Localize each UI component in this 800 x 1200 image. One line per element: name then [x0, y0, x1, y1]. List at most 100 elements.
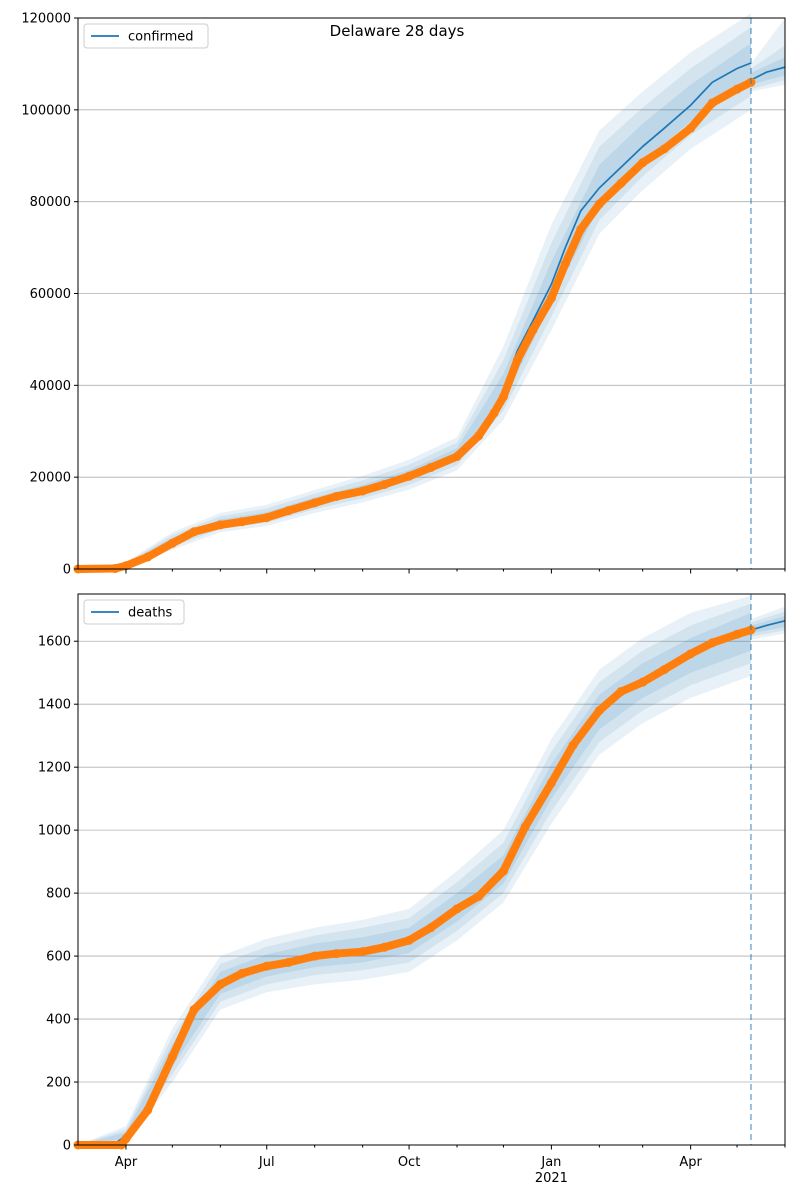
confirmed-panel: 0 20000 40000 60000 80000 100000 120000 confirm… — [21, 12, 786, 578]
observed-point — [560, 259, 570, 269]
observed-point — [568, 740, 578, 750]
observed-point — [474, 891, 484, 901]
uncertainty-band — [78, 27, 751, 569]
observed-point — [189, 527, 199, 537]
observed-point — [143, 552, 153, 562]
observed-point — [167, 538, 177, 548]
y-tick-label: 1400 — [38, 698, 71, 713]
observed-point — [426, 463, 436, 473]
observed-point — [707, 98, 717, 108]
observed-point — [616, 687, 626, 697]
observed-point — [358, 947, 368, 957]
y-tick-label: 400 — [46, 1013, 71, 1028]
observed-point — [520, 822, 530, 832]
observed-point — [167, 1052, 177, 1062]
observed-point — [686, 123, 696, 133]
observed-point — [452, 452, 462, 462]
x-tick-label: Jul — [258, 1155, 275, 1170]
uncertainty-band — [750, 606, 785, 640]
y-tick-label: 800 — [46, 887, 71, 902]
observed-point — [638, 677, 648, 687]
uncertainty-band — [750, 611, 785, 637]
observed-point — [215, 520, 225, 530]
x-tick-label: Oct — [398, 1155, 420, 1170]
y-tick-label: 600 — [46, 950, 71, 965]
observed-point — [189, 1005, 199, 1015]
x-tick-label: Apr — [115, 1155, 138, 1170]
observed-point — [143, 1105, 153, 1115]
forecast-line — [750, 66, 786, 81]
observed-point — [310, 498, 320, 508]
y-tick-label: 20000 — [30, 471, 71, 486]
y-tick-label: 1600 — [38, 635, 71, 650]
observed-point — [331, 949, 341, 959]
uncertainty-band — [78, 43, 751, 570]
observed-point — [659, 665, 669, 675]
y-tick-label: 0 — [63, 1139, 71, 1154]
observed-point — [498, 866, 508, 876]
observed-point — [638, 158, 648, 168]
observed-point — [121, 561, 131, 571]
observed-point — [358, 486, 368, 496]
uncertainty-band — [750, 18, 785, 92]
observed-point — [331, 491, 341, 501]
y-tick-label: 0 — [63, 563, 71, 578]
observed-point — [237, 517, 247, 527]
y-tick-label: 1000 — [38, 824, 71, 839]
deaths-panel: 0 200 400 600 800 1000 1200 1400 1600 Apr Jul Oct Ja… — [38, 593, 786, 1186]
observed-point — [546, 778, 556, 788]
chart-title: Delaware 28 days — [330, 22, 465, 40]
observed-point — [659, 144, 669, 154]
legend: confirmed — [83, 23, 209, 49]
observed-point — [528, 325, 538, 335]
observed-point — [262, 513, 272, 523]
observed-point — [546, 293, 556, 303]
legend-label: confirmed — [128, 30, 194, 45]
uncertainty-band — [78, 612, 751, 1145]
uncertainty-band — [750, 57, 785, 85]
legend: deaths — [83, 599, 185, 625]
observed-point — [616, 178, 626, 188]
observed-line — [74, 78, 755, 573]
legend-label: deaths — [128, 606, 173, 621]
observed-point — [283, 957, 293, 967]
observed-point — [262, 961, 272, 971]
y-tick-label: 60000 — [30, 287, 71, 302]
legend-box — [83, 599, 185, 625]
y-tick-label: 120000 — [21, 12, 71, 27]
observed-point — [310, 951, 320, 961]
observed-point — [452, 904, 462, 914]
observed-point — [732, 629, 742, 639]
observed-point — [707, 638, 717, 648]
observed-point — [426, 923, 436, 933]
y-tick-label: 80000 — [30, 195, 71, 210]
forecast-line — [750, 619, 786, 631]
observed-point — [576, 224, 586, 234]
y-tick-label: 100000 — [21, 103, 71, 118]
observed-point — [498, 392, 508, 402]
uncertainty-band — [78, 13, 751, 570]
legend-box — [83, 23, 209, 49]
observed-point — [594, 199, 604, 209]
observed-point — [379, 480, 389, 490]
observed-point — [215, 979, 225, 989]
y-tick-label: 200 — [46, 1076, 71, 1091]
x-tick-sublabel: 2021 — [535, 1171, 568, 1186]
x-tick-label: Jan — [540, 1155, 561, 1170]
y-tick-label: 1200 — [38, 761, 71, 776]
uncertainty-band — [750, 45, 785, 90]
observed-point — [404, 471, 414, 481]
observed-point — [489, 408, 499, 418]
y-tick-label: 40000 — [30, 379, 71, 394]
x-tick-label: Apr — [679, 1155, 702, 1170]
observed-point — [379, 942, 389, 952]
observed-point — [121, 1134, 131, 1144]
observed-point — [686, 649, 696, 659]
observed-point — [474, 431, 484, 441]
observed-point — [404, 935, 414, 945]
observed-point — [237, 968, 247, 978]
observed-point — [594, 705, 604, 715]
plot-frame — [77, 593, 786, 1146]
observed-point — [512, 355, 522, 365]
